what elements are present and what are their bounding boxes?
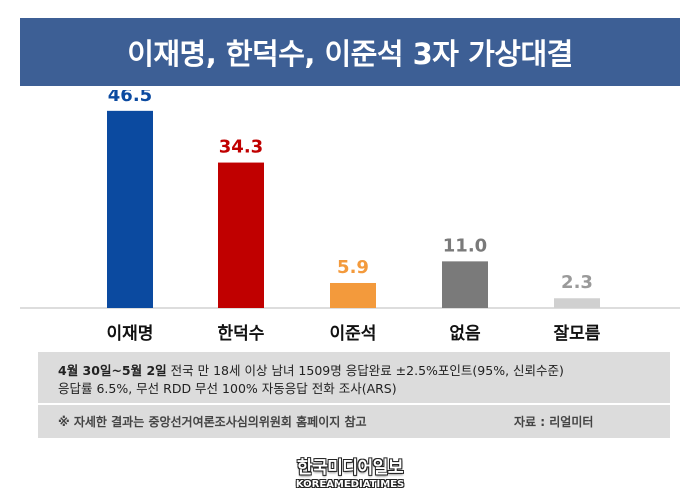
value-label-1: 46.5 [108, 90, 152, 106]
reference-note: ※ 자세한 결과는 중앙선거여론조사심의위원회 홈페이지 참고 [58, 415, 367, 429]
value-label-3: 5.9 [337, 257, 369, 278]
value-label-2: 34.3 [219, 137, 263, 158]
category-label-1: 이재명 [107, 324, 154, 344]
value-label-5: 2.3 [561, 272, 593, 293]
logo-korean: 한국미디어일보 [297, 458, 403, 478]
source-label: 자료 : 리얼미터 [514, 415, 594, 429]
category-label-4: 없음 [449, 324, 481, 344]
bar-chart: 46.5 이재명 34.3 한덕수 5.9 이준석 11.0 없음 2.3 잘모름 [20, 90, 680, 344]
bar-1 [107, 110, 153, 308]
survey-detail: 전국 만 18세 이상 남녀 1509명 응답완료 ±2.5%포인트(95%, … [166, 363, 564, 378]
category-label-3: 이준석 [330, 324, 377, 344]
survey-date: 4월 30일~5월 2일 [58, 363, 167, 378]
category-label-2: 한덕수 [218, 324, 265, 344]
publisher-logo: 한국미디어일보 KOREAMEDIATIMES [260, 453, 440, 490]
note-divider [38, 403, 670, 405]
bar-5 [554, 298, 600, 308]
survey-info-line2: 응답률 6.5%, 무선 RDD 무선 100% 자동응답 전화 조사(ARS) [58, 381, 397, 396]
survey-info-line1: 4월 30일~5월 2일 전국 만 18세 이상 남녀 1509명 응답완료 ±… [58, 360, 658, 379]
survey-note-box: 4월 30일~5월 2일 전국 만 18세 이상 남녀 1509명 응답완료 ±… [38, 352, 670, 438]
bar-4 [442, 261, 488, 308]
chart-title: 이재명, 한덕수, 이준석 3자 가상대결 [20, 18, 680, 86]
logo-english: KOREAMEDIATIMES [295, 479, 405, 490]
value-label-4: 11.0 [443, 235, 487, 256]
bar-2 [218, 162, 264, 308]
bar-3 [330, 282, 376, 308]
category-label-5: 잘모름 [554, 323, 601, 344]
